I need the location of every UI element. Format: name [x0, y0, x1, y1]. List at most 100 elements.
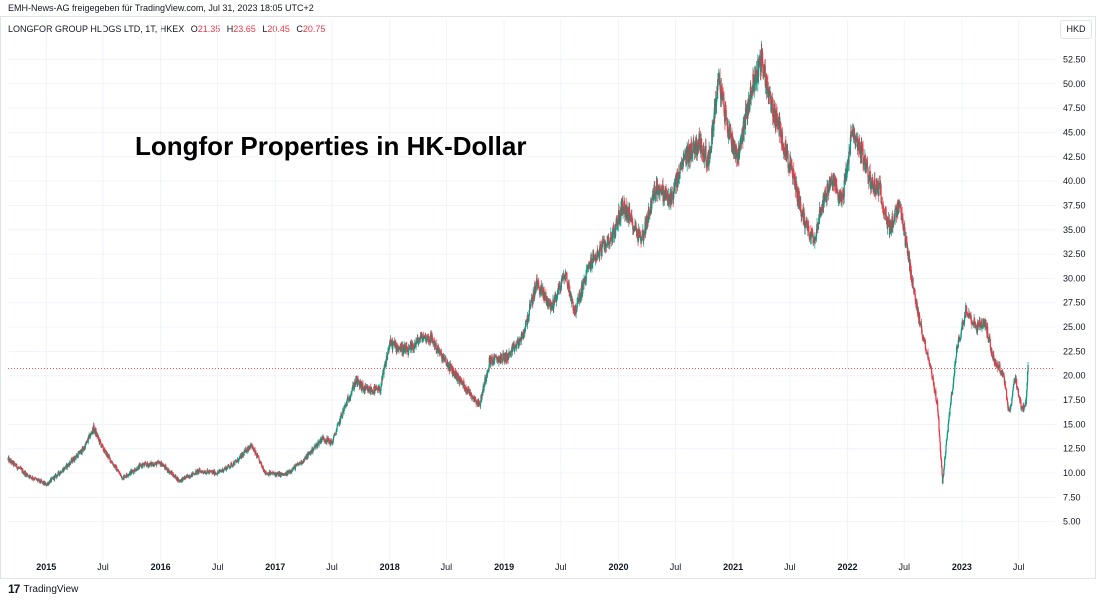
candle-body [867, 176, 869, 182]
candle-body [1005, 389, 1008, 399]
candle-body [343, 406, 346, 408]
candle-body [302, 461, 304, 463]
candlestick-series [7, 40, 1029, 487]
candle-body [804, 226, 806, 229]
candle-body [786, 148, 788, 160]
candle-body [801, 214, 804, 215]
candle-body [536, 283, 539, 286]
candle-body [821, 206, 823, 213]
candle-body [521, 333, 523, 337]
candle-body [679, 173, 681, 179]
candle-body [209, 470, 211, 472]
candle-body [479, 403, 481, 406]
candle-body [615, 223, 617, 236]
candle-body [418, 339, 420, 342]
candle-body [18, 467, 21, 469]
candle-body [725, 107, 727, 110]
candle-body [916, 301, 918, 306]
candle-body [753, 84, 755, 93]
candle-body [839, 190, 841, 203]
candle-body [904, 231, 906, 246]
candle-body [278, 472, 280, 477]
candle-body [783, 147, 785, 152]
candle-body [575, 305, 577, 314]
candle-body [965, 304, 967, 317]
candle-body [729, 131, 732, 137]
currency-button[interactable]: HKD [1060, 20, 1092, 39]
candle-body [688, 146, 690, 156]
candle-body [883, 208, 885, 213]
candle-body [842, 194, 844, 196]
candle-body [388, 348, 390, 353]
candle-body [17, 467, 19, 470]
candle-body [39, 479, 41, 483]
candle-body [382, 373, 384, 381]
candle-body [992, 357, 994, 359]
candle-body [295, 464, 297, 466]
candle-body [839, 190, 841, 196]
candle-body [342, 410, 344, 417]
candle-body [337, 422, 339, 426]
candle-body [206, 472, 208, 474]
footer-brand[interactable]: 17 TradingView [8, 582, 78, 596]
low-label: L [262, 24, 268, 34]
candle-body [164, 465, 167, 466]
x-tick-label: 2022 [838, 562, 858, 572]
candle-body [707, 154, 709, 167]
candle-body [890, 222, 892, 231]
candle-body [72, 460, 74, 463]
candle-body [127, 476, 129, 477]
candle-body [269, 474, 271, 475]
candle-body [53, 476, 56, 480]
candle-body [506, 352, 508, 361]
candle-body [282, 473, 284, 475]
candle-body [970, 314, 972, 321]
candle-body [185, 476, 187, 479]
symbol-name: LONGFOR GROUP HLDGS LTD, 1T, HKEX [8, 24, 185, 34]
candle-body [982, 319, 984, 325]
candle-body [376, 387, 379, 391]
candle-body [9, 458, 11, 460]
candle-body [709, 148, 712, 155]
candle-body [214, 470, 216, 475]
candle-body [46, 485, 48, 486]
candle-body [243, 451, 245, 456]
candle-body [816, 224, 819, 229]
candle-body [298, 463, 300, 465]
candle-body [790, 161, 793, 166]
candle-body [204, 473, 206, 474]
candle-body [257, 454, 259, 457]
candle-body [184, 478, 186, 479]
candle-body [987, 338, 990, 340]
candle-body [45, 483, 47, 486]
y-tick-label: 25.00 [1063, 322, 1086, 332]
candle-body [978, 326, 980, 328]
candle-body [468, 389, 470, 391]
candle-body [812, 241, 815, 244]
candle-body [725, 109, 727, 119]
candle-body [752, 74, 754, 92]
candle-body [478, 400, 480, 404]
candle-body [933, 389, 936, 393]
candle-body [125, 476, 127, 478]
candle-body [340, 413, 343, 416]
candle-body [854, 140, 856, 143]
candle-body [935, 400, 937, 403]
candle-body [413, 346, 415, 350]
candle-body [987, 327, 989, 339]
candle-body [945, 444, 947, 453]
candle-body [586, 269, 588, 271]
candle-body [336, 425, 339, 427]
candle-body [61, 470, 64, 472]
candle-body [153, 465, 155, 466]
candle-body [624, 213, 626, 217]
candle-body [968, 312, 970, 315]
candle-body [938, 419, 940, 430]
candle-body [159, 461, 161, 463]
candle-body [659, 192, 661, 195]
candle-body [1007, 402, 1009, 409]
candle-body [523, 331, 525, 333]
candle-body [207, 471, 209, 473]
candle-body [601, 241, 604, 248]
